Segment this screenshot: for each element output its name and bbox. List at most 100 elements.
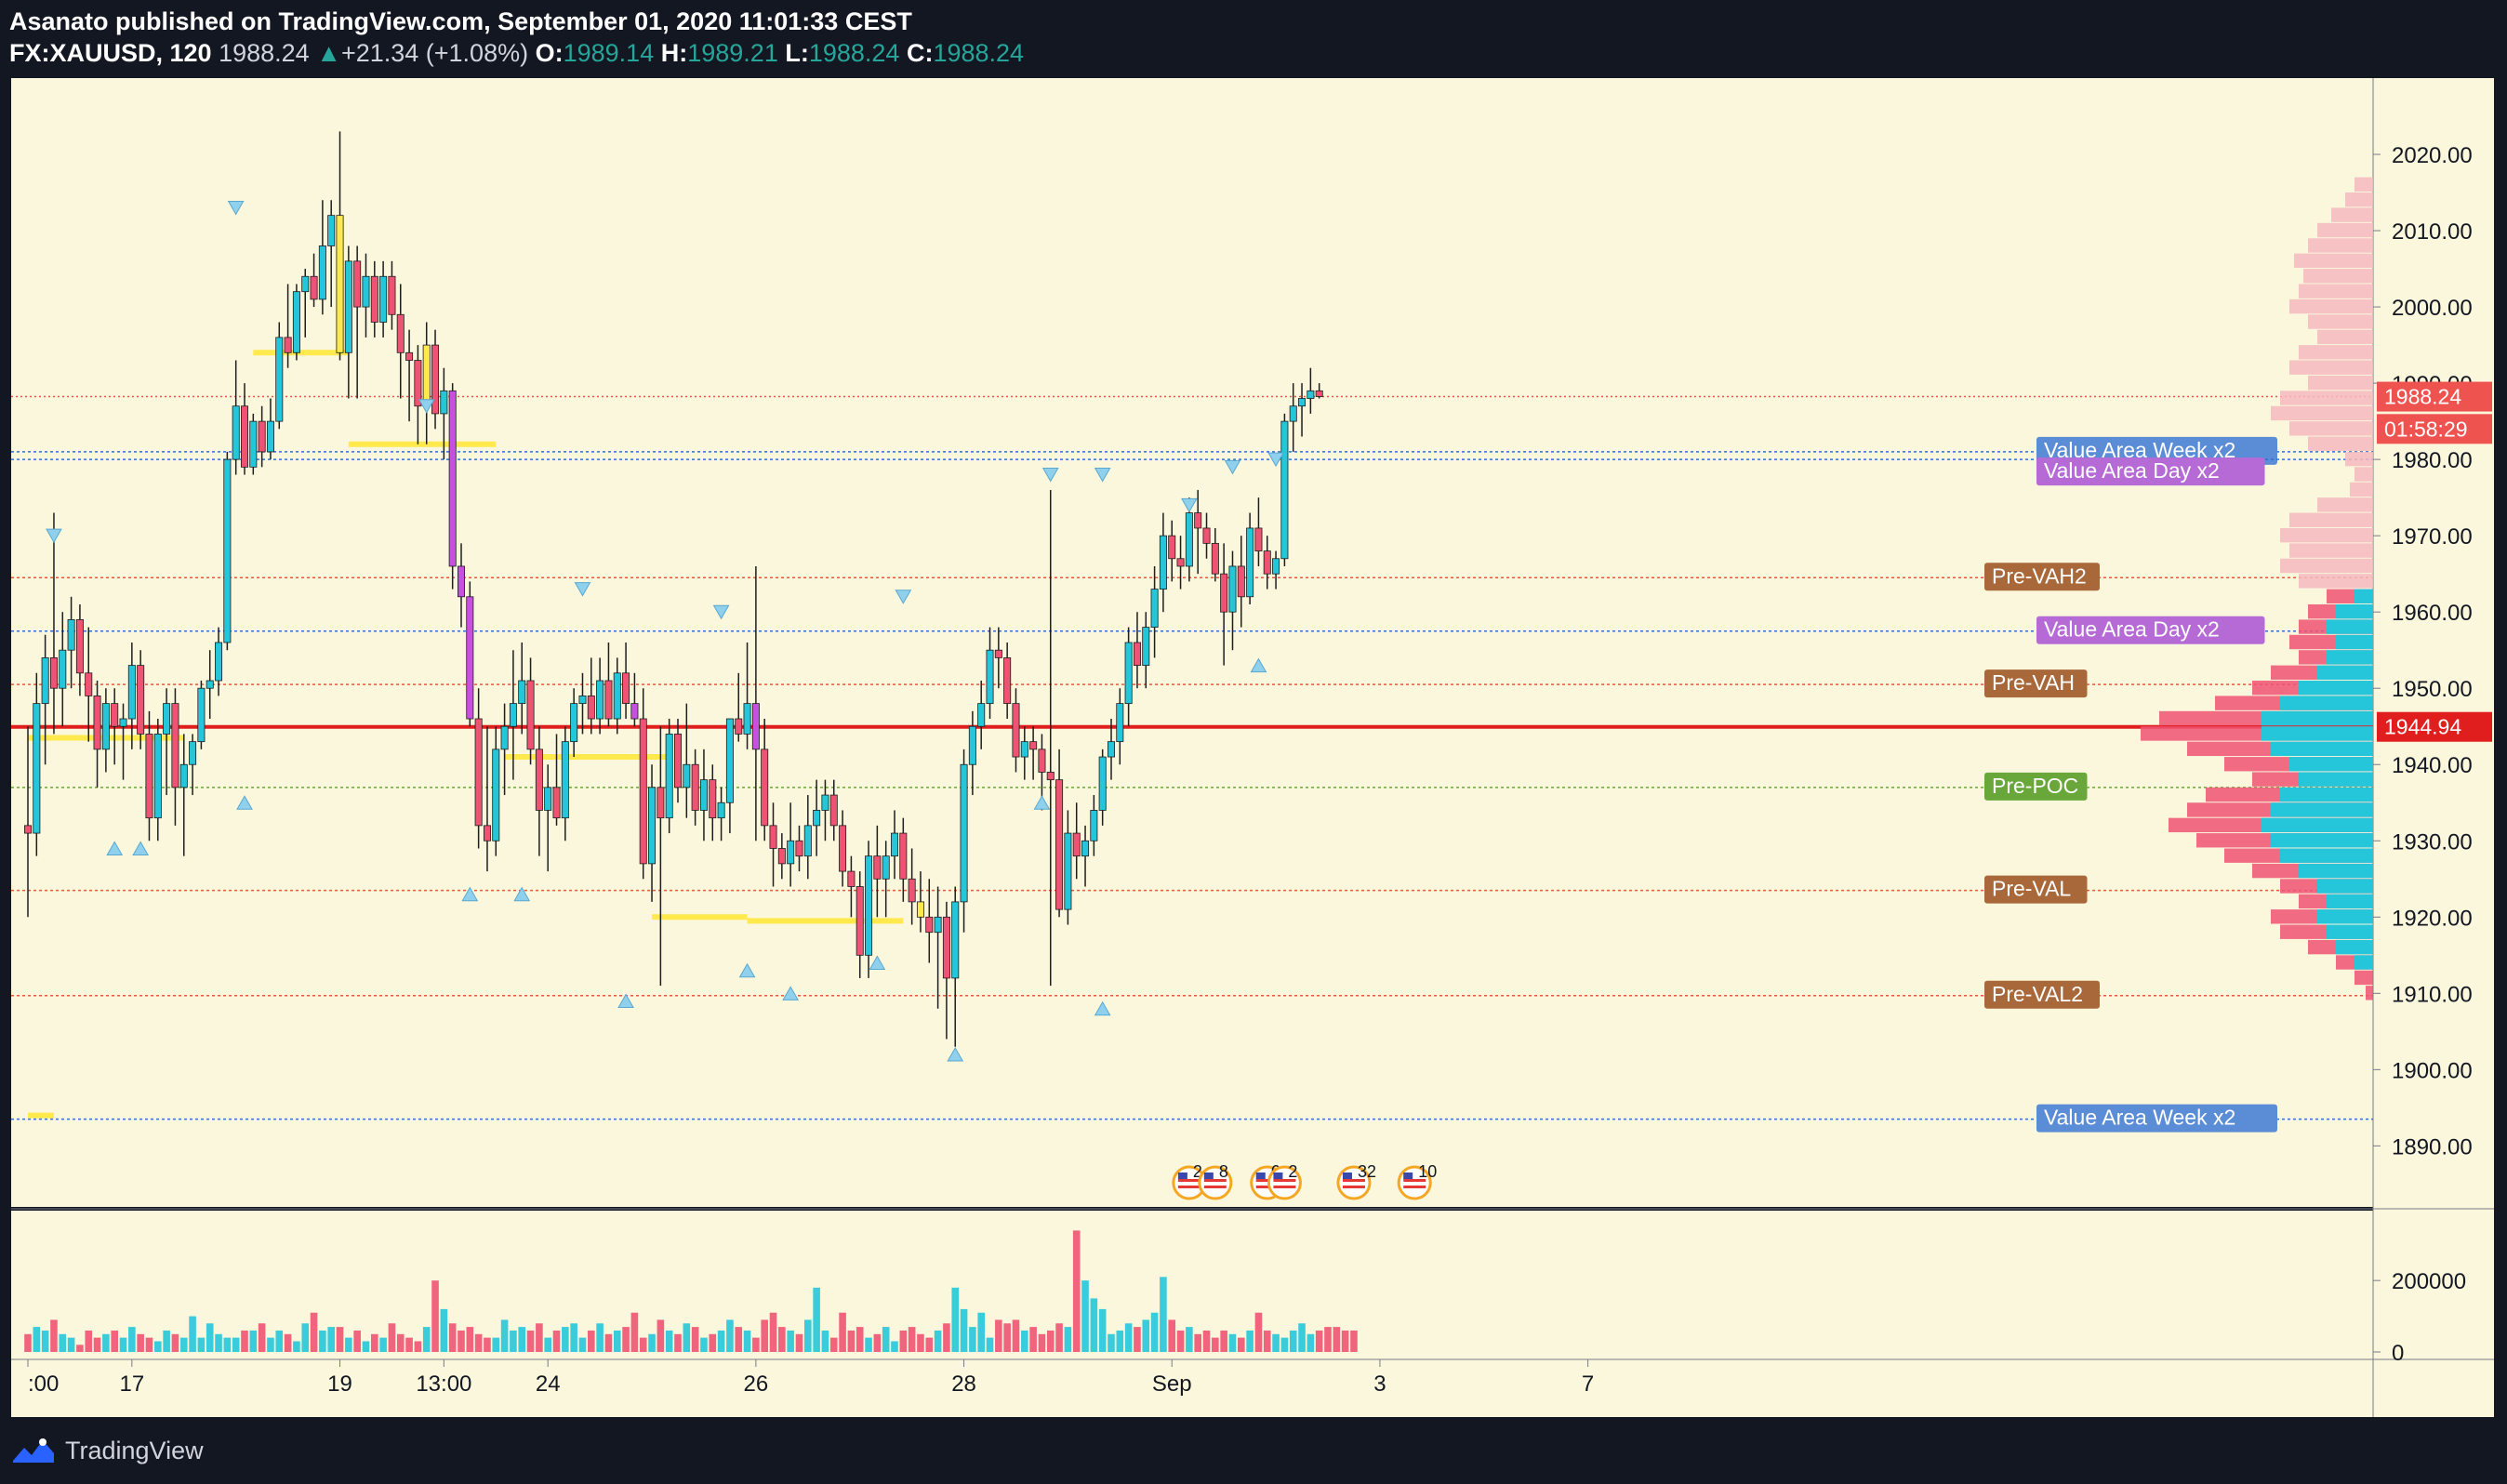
candle-body bbox=[379, 275, 388, 323]
candle-body bbox=[153, 734, 162, 819]
volume-bar bbox=[458, 1330, 465, 1352]
candle-body bbox=[405, 351, 414, 361]
volume-bar bbox=[761, 1319, 768, 1352]
level-label: Value Area Day x2 bbox=[2044, 458, 2220, 483]
fractal-up-icon bbox=[782, 986, 800, 1000]
candle-body bbox=[813, 810, 821, 827]
volume-bar bbox=[267, 1337, 274, 1352]
volume-bar bbox=[657, 1319, 665, 1352]
candle-body bbox=[934, 916, 942, 934]
volume-bar bbox=[1228, 1333, 1237, 1352]
candle-body bbox=[829, 794, 838, 827]
flag-stripe bbox=[1255, 1186, 1279, 1188]
volume-profile-bar bbox=[2308, 314, 2373, 329]
candle-body bbox=[171, 703, 179, 788]
volume-bar bbox=[1194, 1333, 1201, 1352]
x-tick-label: :00 bbox=[28, 1371, 59, 1397]
volume-profile-bar bbox=[2345, 451, 2373, 467]
volume-bar bbox=[995, 1319, 1002, 1352]
volume-bar bbox=[336, 1327, 344, 1352]
volume-profile-bar-up bbox=[2299, 863, 2373, 879]
volume-bar bbox=[1254, 1312, 1263, 1352]
volume-bar bbox=[206, 1323, 214, 1352]
volume-bar bbox=[1263, 1330, 1271, 1352]
candle-body bbox=[163, 703, 171, 735]
y-tick-label: 1950.00 bbox=[2392, 677, 2473, 702]
candle-body bbox=[258, 420, 266, 453]
volume-profile-bar-up bbox=[2354, 955, 2373, 970]
chart-area[interactable]: 2020.002010.002000.001990.001980.001970.… bbox=[11, 78, 2494, 1417]
candle-body bbox=[23, 825, 32, 834]
candle-body bbox=[179, 763, 188, 788]
volume-bar bbox=[327, 1327, 335, 1352]
volume-bar bbox=[1333, 1327, 1341, 1352]
symbol-name[interactable]: FX:XAUUSD, 120 bbox=[9, 39, 212, 67]
calendar-event-count: 10 bbox=[1418, 1162, 1437, 1181]
y-tick-label: 2020.00 bbox=[2392, 143, 2473, 168]
price-label: 1944.94 bbox=[2384, 715, 2461, 739]
candle-body bbox=[388, 275, 396, 315]
volume-profile-bar-up bbox=[2280, 696, 2373, 710]
candle-body bbox=[942, 916, 950, 979]
candle-body bbox=[865, 855, 873, 956]
x-tick-label: 26 bbox=[744, 1371, 769, 1397]
candle-body bbox=[353, 260, 362, 308]
volume-bar bbox=[630, 1312, 639, 1352]
volume-bar bbox=[1055, 1323, 1063, 1352]
volume-bar bbox=[899, 1330, 908, 1352]
candle-body bbox=[526, 680, 535, 750]
tradingview-brand[interactable]: TradingView bbox=[65, 1436, 204, 1464]
volume-profile-bar bbox=[2354, 970, 2373, 986]
volume-bar bbox=[466, 1327, 474, 1352]
candle-body bbox=[1228, 565, 1237, 613]
tradingview-logo-icon[interactable] bbox=[11, 1437, 56, 1464]
volume-profile-bar-up bbox=[2317, 909, 2373, 924]
volume-bar bbox=[284, 1333, 292, 1352]
fractal-up-icon bbox=[947, 1046, 964, 1062]
candle-body bbox=[318, 245, 326, 300]
volume-bar bbox=[829, 1337, 838, 1352]
candle-body bbox=[431, 344, 440, 415]
price-label: 1988.24 bbox=[2384, 385, 2461, 409]
volume-bar bbox=[847, 1330, 856, 1352]
candle-body bbox=[899, 832, 908, 880]
volume-bar bbox=[241, 1330, 248, 1352]
fractal-up-icon bbox=[1250, 657, 1267, 673]
candle-body bbox=[803, 825, 812, 857]
volume-bar bbox=[111, 1330, 118, 1352]
price-chart[interactable]: 2020.002010.002000.001990.001980.001970.… bbox=[11, 78, 2494, 1417]
x-tick-label: 17 bbox=[119, 1371, 144, 1397]
volume-profile-bar-up bbox=[2262, 710, 2373, 726]
volume-bar bbox=[986, 1337, 994, 1352]
candle-body bbox=[665, 734, 673, 819]
volume-bar bbox=[1124, 1323, 1133, 1352]
volume-bar bbox=[526, 1330, 535, 1352]
volume-profile-bar-up bbox=[2327, 619, 2373, 634]
candle-body bbox=[613, 672, 621, 720]
volume-bar bbox=[622, 1327, 630, 1352]
candle-body bbox=[119, 718, 127, 727]
candle-body bbox=[75, 618, 84, 674]
volume-profile-bar bbox=[2299, 284, 2373, 298]
volume-bar bbox=[500, 1319, 509, 1352]
volume-bar bbox=[951, 1287, 960, 1352]
candle-body bbox=[1237, 565, 1245, 598]
volume-bar bbox=[171, 1333, 179, 1352]
volume-bar bbox=[908, 1327, 916, 1352]
level-label-box bbox=[2036, 457, 2265, 486]
candle-body bbox=[362, 275, 370, 308]
flag-stripe bbox=[1177, 1179, 1200, 1182]
volume-profile-bar bbox=[2289, 298, 2373, 314]
candle-body bbox=[249, 420, 258, 468]
volume-bar bbox=[137, 1333, 144, 1352]
volume-bar bbox=[510, 1330, 517, 1352]
volume-bar bbox=[1324, 1327, 1332, 1352]
level-label: Pre-VAH bbox=[1992, 670, 2075, 695]
flag-canton bbox=[1177, 1173, 1187, 1179]
candle-body bbox=[795, 840, 803, 857]
candle-body bbox=[839, 825, 847, 872]
flag-stripe bbox=[1203, 1186, 1227, 1188]
candle-body bbox=[1142, 627, 1150, 667]
candle-body bbox=[1064, 832, 1072, 910]
volume-bar bbox=[856, 1327, 864, 1352]
